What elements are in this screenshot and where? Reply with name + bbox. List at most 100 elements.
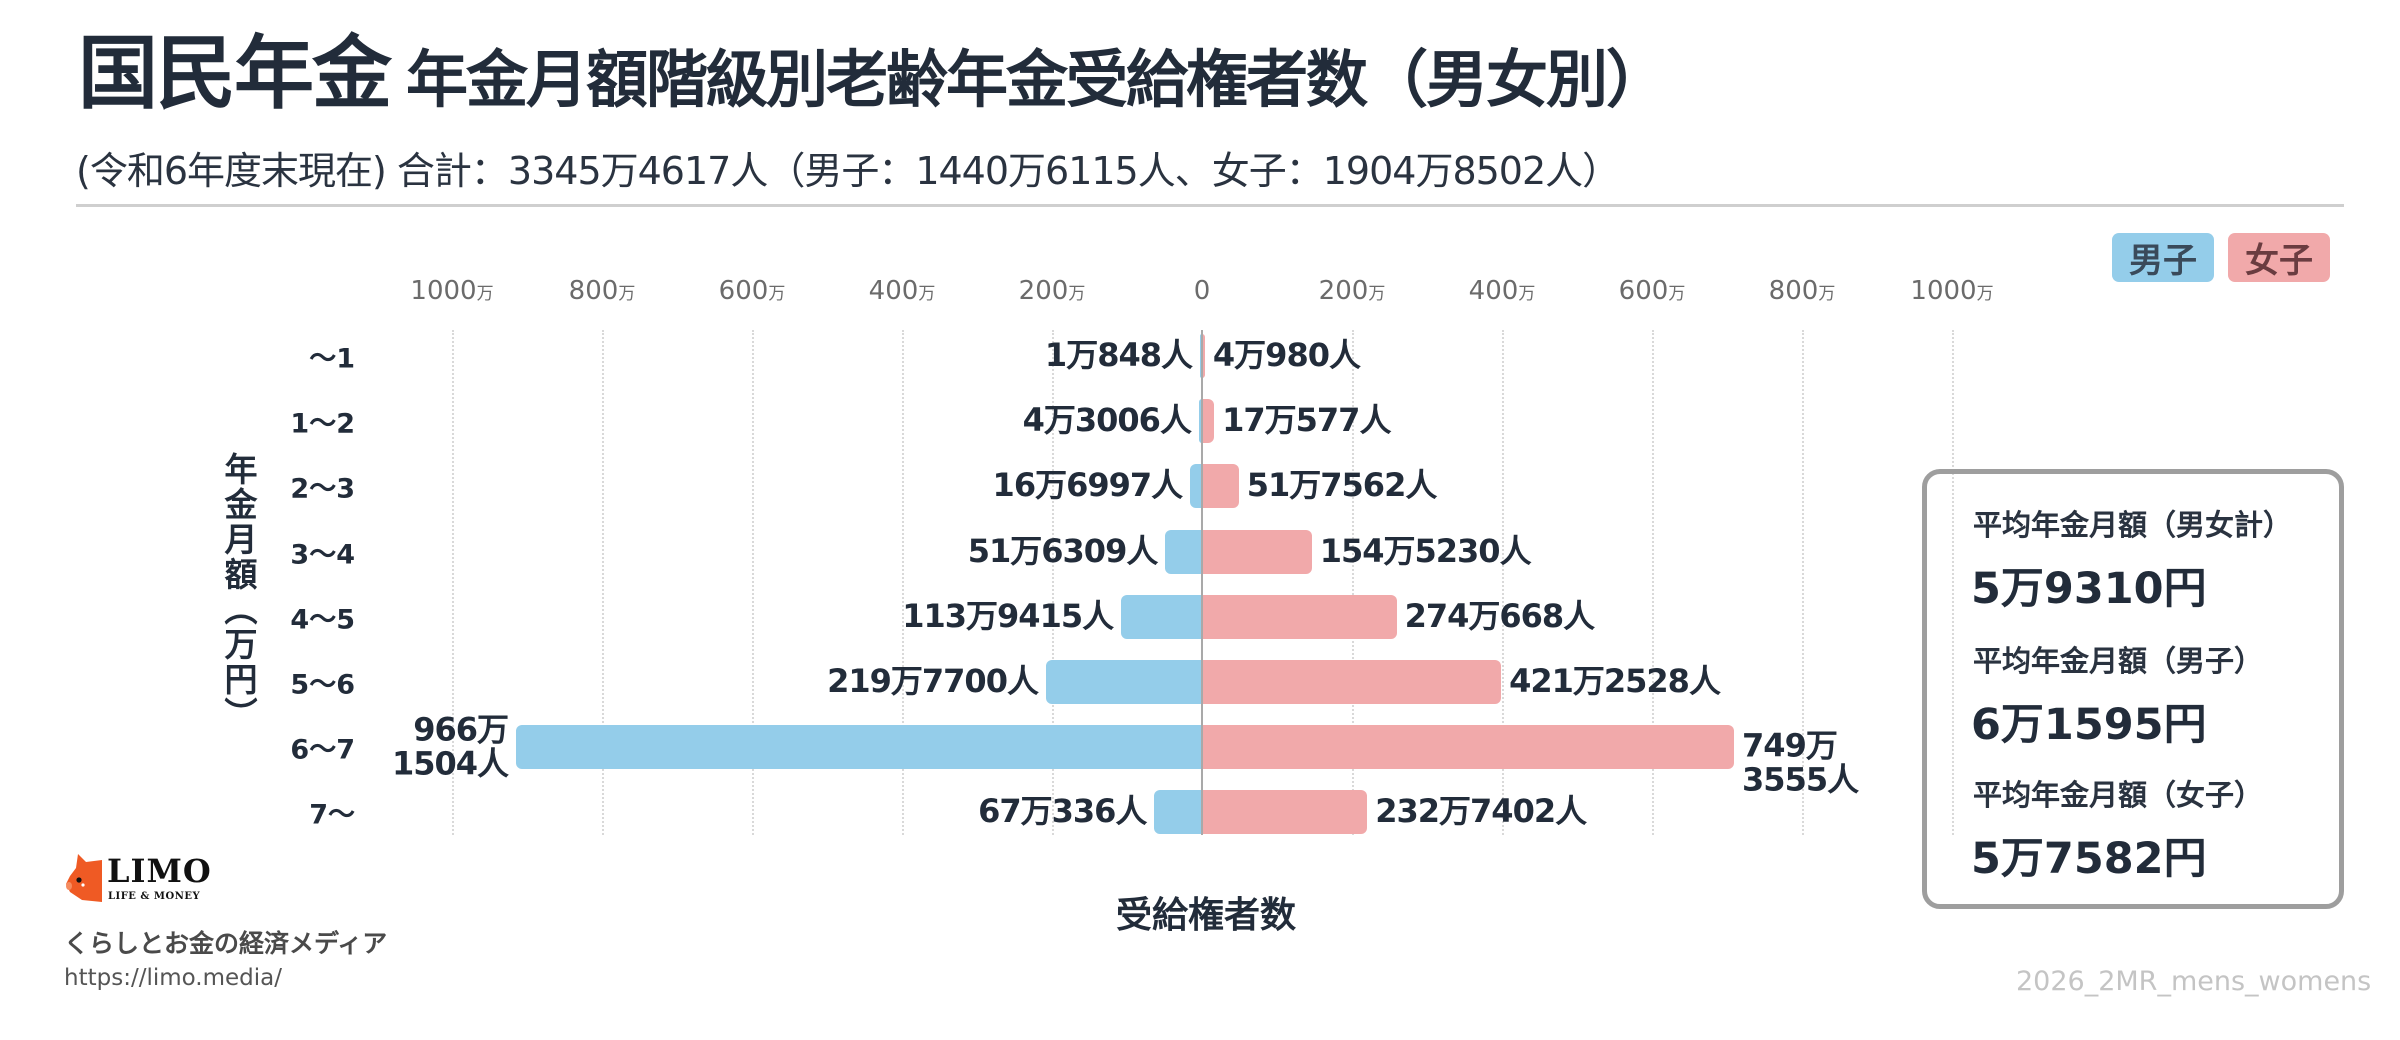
value-label-female: 232万7402人 bbox=[1375, 792, 1587, 831]
value-label-male: 113万9415人 bbox=[902, 597, 1114, 635]
bar-male bbox=[1165, 529, 1202, 574]
tick-unit: 万 bbox=[476, 284, 494, 304]
gridline bbox=[602, 330, 604, 835]
category-label: 1〜2 bbox=[290, 408, 355, 440]
tick-unit: 万 bbox=[1068, 284, 1086, 304]
value-label-male: 966万 1504人 bbox=[391, 710, 509, 783]
x-tick-label-left: 800万 bbox=[569, 276, 636, 306]
value-label-female: 51万7562人 bbox=[1246, 466, 1438, 505]
average-pension-box: 平均年金月額（男女計） 5万9310円 平均年金月額（男子） 6万1595円 平… bbox=[1922, 469, 2344, 909]
value-label-male: 219万7700人 bbox=[827, 662, 1039, 701]
value-label-female: 154万5230人 bbox=[1319, 531, 1532, 570]
bar-female bbox=[1202, 790, 1368, 835]
center-axis-line bbox=[1201, 330, 1203, 835]
avg-male-value: 6万1595円 bbox=[1971, 700, 2207, 750]
tick-number: 400 bbox=[868, 276, 919, 306]
x-tick-label-right: 200万 bbox=[1319, 276, 1386, 306]
category-label: 5〜6 bbox=[290, 669, 355, 701]
value-label-female: 421万2528人 bbox=[1509, 662, 1721, 701]
x-tick-label-left: 1000万 bbox=[410, 276, 493, 306]
bar-male bbox=[516, 725, 1202, 770]
tick-unit: 万 bbox=[1668, 284, 1686, 304]
chart-title: 国民年金 年金月額階級別老齢年金受給権者数（男女別） bbox=[78, 34, 1668, 116]
value-label-male: 51万6309人 bbox=[967, 531, 1159, 570]
tick-number: 400 bbox=[1468, 276, 1519, 306]
x-tick-label-left: 400万 bbox=[869, 276, 936, 306]
avg-total-label: 平均年金月額（男女計） bbox=[1973, 508, 2293, 542]
tick-number: 600 bbox=[1618, 276, 1669, 306]
bar-female bbox=[1202, 464, 1239, 509]
legend-male: 男子 bbox=[2112, 233, 2214, 282]
header-divider bbox=[76, 204, 2344, 207]
bar-male bbox=[1190, 464, 1202, 509]
value-label-female: 4万980人 bbox=[1212, 336, 1361, 375]
gridline bbox=[752, 330, 754, 835]
x-tick-label-left: 600万 bbox=[719, 276, 786, 306]
bar-male bbox=[1121, 594, 1202, 639]
value-label-male: 16万6997人 bbox=[992, 466, 1184, 505]
tick-unit: 万 bbox=[1518, 284, 1536, 304]
avg-female-value: 5万7582円 bbox=[1971, 834, 2207, 884]
y-axis-title: 年金月額（万円） bbox=[219, 452, 258, 732]
gridline bbox=[902, 330, 904, 835]
value-label-male: 67万336人 bbox=[978, 792, 1147, 831]
bar-male bbox=[1045, 660, 1202, 704]
tick-unit: 万 bbox=[1976, 284, 1994, 304]
legend-female: 女子 bbox=[2228, 233, 2330, 282]
tick-unit: 万 bbox=[1368, 284, 1386, 304]
tick-unit: 万 bbox=[618, 284, 636, 304]
title-main: 国民年金 bbox=[78, 27, 392, 120]
gridline bbox=[452, 330, 454, 835]
x-tick-label-right: 400万 bbox=[1469, 276, 1536, 306]
limo-logo-icon bbox=[64, 852, 104, 906]
tick-number: 800 bbox=[1768, 276, 1819, 306]
media-tagline: くらしとお金の経済メディア bbox=[64, 929, 388, 958]
gridline bbox=[1652, 330, 1654, 835]
tick-number: 200 bbox=[1318, 276, 1369, 306]
x-tick-label-right: 600万 bbox=[1619, 276, 1686, 306]
gridline bbox=[1952, 330, 1954, 835]
gridline bbox=[1352, 330, 1354, 835]
x-axis-title: 受給権者数 bbox=[1116, 895, 1297, 936]
bar-female bbox=[1202, 529, 1312, 574]
bar-female bbox=[1202, 594, 1397, 639]
bar-female bbox=[1202, 399, 1215, 444]
logo-tagline: LIFE & MONEY bbox=[108, 891, 201, 902]
bar-female bbox=[1202, 660, 1502, 704]
tick-number: 600 bbox=[718, 276, 769, 306]
site-url[interactable]: https://limo.media/ bbox=[64, 965, 282, 991]
value-label-female: 749万 3555人 bbox=[1742, 726, 1859, 799]
tick-unit: 万 bbox=[768, 284, 786, 304]
x-tick-label-left: 200万 bbox=[1019, 276, 1086, 306]
tick-number: 800 bbox=[568, 276, 619, 306]
avg-female-label: 平均年金月額（女子） bbox=[1973, 778, 2264, 812]
value-label-female: 17万577人 bbox=[1222, 401, 1391, 440]
tick-unit: 万 bbox=[1818, 284, 1836, 304]
category-label: 6〜7 bbox=[290, 734, 355, 766]
bar-female bbox=[1202, 725, 1735, 770]
avg-total-value: 5万9310円 bbox=[1971, 564, 2207, 614]
avg-male-label: 平均年金月額（男子） bbox=[1973, 644, 2264, 678]
title-sub: 年金月額階級別老齢年金受給権者数（男女別） bbox=[406, 43, 1668, 116]
category-label: 2〜3 bbox=[290, 473, 355, 505]
chart-subtitle: (令和6年度末現在) 合計：3345万4617人（男子：1440万6115人、女… bbox=[76, 149, 1620, 193]
tick-number: 200 bbox=[1018, 276, 1069, 306]
x-tick-label-right: 1000万 bbox=[1910, 276, 1993, 306]
chart-id-watermark: 2026_2MR_mens_womens bbox=[2016, 966, 2372, 997]
tick-unit: 万 bbox=[918, 284, 936, 304]
gridline bbox=[1802, 330, 1804, 835]
tick-number: 1000 bbox=[1910, 276, 1977, 306]
value-label-male: 1万848人 bbox=[1044, 336, 1193, 375]
logo-wordmark: LIMO bbox=[107, 852, 212, 890]
x-tick-label-right: 800万 bbox=[1769, 276, 1836, 306]
tick-number: 1000 bbox=[410, 276, 477, 306]
gridline bbox=[1502, 330, 1504, 835]
category-label: 〜1 bbox=[309, 343, 355, 375]
value-label-female: 274万668人 bbox=[1404, 597, 1596, 635]
bar-male bbox=[1154, 790, 1202, 835]
value-label-male: 4万3006人 bbox=[1022, 401, 1192, 440]
x-tick-label-center: 0 bbox=[1193, 276, 1211, 306]
bar-female bbox=[1202, 334, 1205, 378]
gridline bbox=[1052, 330, 1054, 835]
category-label: 3〜4 bbox=[290, 539, 355, 571]
